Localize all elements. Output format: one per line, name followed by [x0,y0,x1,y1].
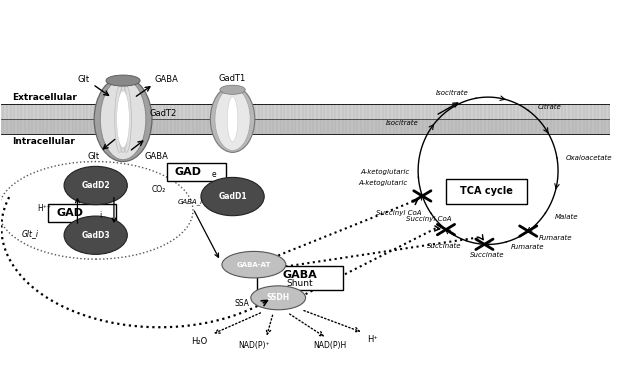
FancyBboxPatch shape [257,266,343,290]
Text: Fumarate: Fumarate [539,235,573,241]
Text: CO₂: CO₂ [151,185,166,194]
Text: Succinyl CoA: Succinyl CoA [376,210,422,216]
Text: NAD(P)⁺: NAD(P)⁺ [238,341,270,350]
Text: Malate: Malate [554,214,578,220]
Ellipse shape [251,286,305,310]
Text: Glt: Glt [77,75,90,84]
Text: GABA: GABA [145,151,168,161]
Text: Fumarate: Fumarate [511,244,545,250]
Text: GABA-AT: GABA-AT [237,262,271,267]
Text: Shunt: Shunt [287,279,313,288]
Text: GABA: GABA [282,270,317,280]
Text: GAD: GAD [174,167,202,177]
Text: GadD3: GadD3 [82,231,110,240]
Ellipse shape [117,91,130,148]
Text: Glt: Glt [88,152,100,161]
Text: SSDH: SSDH [267,293,290,302]
Text: Glt_i: Glt_i [22,229,39,238]
Text: TCA cycle: TCA cycle [460,186,513,196]
Text: Succinate: Succinate [427,243,462,249]
Text: NAD(P)H: NAD(P)H [313,341,346,350]
Text: Intracellular: Intracellular [12,137,75,146]
Text: H⁺: H⁺ [367,335,378,344]
Ellipse shape [220,85,245,94]
Text: A-ketoglutaric: A-ketoglutaric [358,180,407,186]
Ellipse shape [227,97,238,142]
Text: A-ketoglutaric: A-ketoglutaric [360,168,409,175]
Text: Isocitrate: Isocitrate [436,90,468,96]
Ellipse shape [215,88,250,151]
Text: GABA_i: GABA_i [178,198,202,204]
Ellipse shape [100,79,146,160]
Text: Succinate: Succinate [470,252,505,258]
Circle shape [201,177,264,216]
Ellipse shape [222,252,286,278]
Bar [1,105,610,119]
Text: GadD1: GadD1 [218,192,247,201]
FancyBboxPatch shape [167,163,227,181]
Text: Extracellular: Extracellular [12,93,77,102]
Text: GABA: GABA [155,75,179,84]
Text: SSA: SSA [234,299,249,308]
Text: GAD: GAD [56,207,83,217]
Text: Citrate: Citrate [537,104,561,110]
Text: GadD2: GadD2 [82,181,110,190]
Bar [1,119,610,134]
Ellipse shape [211,86,255,152]
Text: i: i [99,211,101,220]
Text: GadT1: GadT1 [219,74,246,83]
Text: Succinyl CoA: Succinyl CoA [406,216,452,222]
Text: H⁺⁺: H⁺⁺ [37,204,51,213]
Circle shape [64,216,127,255]
Text: Isocitrate: Isocitrate [386,120,419,126]
Text: H₂O: H₂O [191,338,207,347]
Ellipse shape [94,77,152,161]
Ellipse shape [106,75,140,86]
FancyBboxPatch shape [48,204,116,221]
Text: e: e [212,170,217,179]
Circle shape [64,166,127,205]
Text: Oxaloacetate: Oxaloacetate [566,155,612,161]
Text: GadT2: GadT2 [150,109,176,118]
FancyBboxPatch shape [446,179,527,204]
